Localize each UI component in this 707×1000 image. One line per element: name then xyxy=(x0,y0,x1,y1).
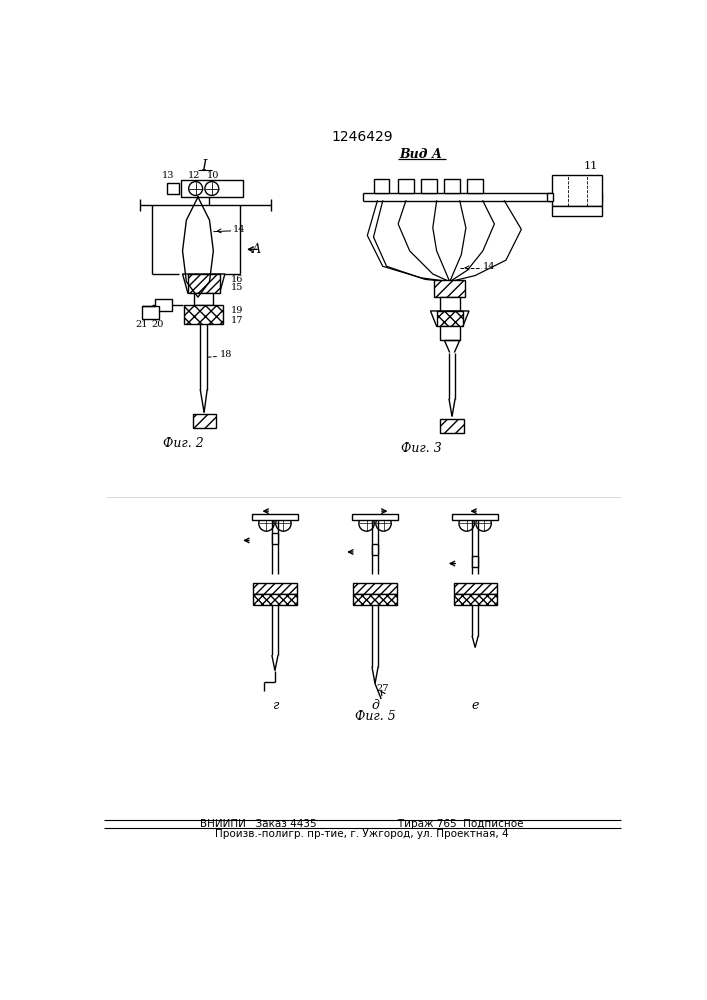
Bar xyxy=(272,533,278,544)
Text: Фиг. 3: Фиг. 3 xyxy=(401,442,442,455)
Bar xyxy=(372,544,378,555)
Text: 10: 10 xyxy=(207,171,220,180)
Text: 19: 19 xyxy=(231,306,243,315)
Bar xyxy=(440,297,460,311)
Bar xyxy=(454,583,497,594)
Bar xyxy=(253,594,296,605)
Bar xyxy=(444,179,460,193)
Bar xyxy=(167,183,180,194)
Text: 21: 21 xyxy=(136,320,148,329)
Text: I: I xyxy=(201,159,207,173)
Polygon shape xyxy=(431,311,469,326)
Text: 20: 20 xyxy=(151,320,163,329)
Text: е: е xyxy=(472,699,479,712)
Bar xyxy=(437,311,463,326)
Text: 11: 11 xyxy=(583,161,597,171)
Bar xyxy=(454,594,497,605)
Bar xyxy=(552,206,602,216)
Text: 16: 16 xyxy=(231,275,243,284)
Bar xyxy=(181,180,243,197)
Bar xyxy=(354,583,397,594)
Polygon shape xyxy=(182,274,225,293)
Text: 18: 18 xyxy=(219,350,232,359)
Bar xyxy=(192,414,216,428)
Circle shape xyxy=(205,182,218,195)
Circle shape xyxy=(476,516,491,531)
Bar xyxy=(552,175,602,206)
Text: ВНИИПИ   Заказ 4435                         Тираж 765  Подписное: ВНИИПИ Заказ 4435 Тираж 765 Подписное xyxy=(200,819,524,829)
Bar xyxy=(252,514,298,520)
Text: А: А xyxy=(252,243,262,256)
Text: 17: 17 xyxy=(231,316,243,325)
Bar xyxy=(472,556,478,567)
Text: 1246429: 1246429 xyxy=(331,130,393,144)
Bar xyxy=(421,179,437,193)
Circle shape xyxy=(376,516,391,531)
Bar xyxy=(354,594,397,605)
Text: 13: 13 xyxy=(162,171,174,180)
Circle shape xyxy=(259,516,274,531)
Circle shape xyxy=(359,516,374,531)
Text: Фиг. 2: Фиг. 2 xyxy=(163,437,204,450)
Bar xyxy=(467,179,483,193)
Bar xyxy=(440,326,460,340)
Bar xyxy=(141,306,158,319)
Bar xyxy=(184,305,223,324)
Text: 14: 14 xyxy=(233,225,245,234)
Circle shape xyxy=(459,516,474,531)
Bar xyxy=(155,299,172,311)
Text: Произв.-полигр. пр-тие, г. Ужгород, ул. Проектная, 4: Произв.-полигр. пр-тие, г. Ужгород, ул. … xyxy=(215,829,509,839)
Text: д: д xyxy=(371,699,379,712)
Bar xyxy=(547,193,553,201)
Circle shape xyxy=(276,516,291,531)
Bar xyxy=(440,419,464,433)
Bar xyxy=(434,280,465,297)
Text: г: г xyxy=(271,699,278,712)
Text: 14: 14 xyxy=(483,262,496,271)
Text: 12: 12 xyxy=(188,171,200,180)
Bar xyxy=(452,514,498,520)
Bar xyxy=(398,179,414,193)
Text: 15: 15 xyxy=(231,283,243,292)
Bar xyxy=(188,274,219,293)
Bar xyxy=(253,583,296,594)
Text: 27: 27 xyxy=(377,684,389,693)
Circle shape xyxy=(189,182,203,195)
Text: Вид А: Вид А xyxy=(399,148,443,161)
Bar xyxy=(194,293,214,305)
Bar xyxy=(352,514,398,520)
Bar xyxy=(373,179,389,193)
Text: Фиг. 5: Фиг. 5 xyxy=(355,710,395,723)
